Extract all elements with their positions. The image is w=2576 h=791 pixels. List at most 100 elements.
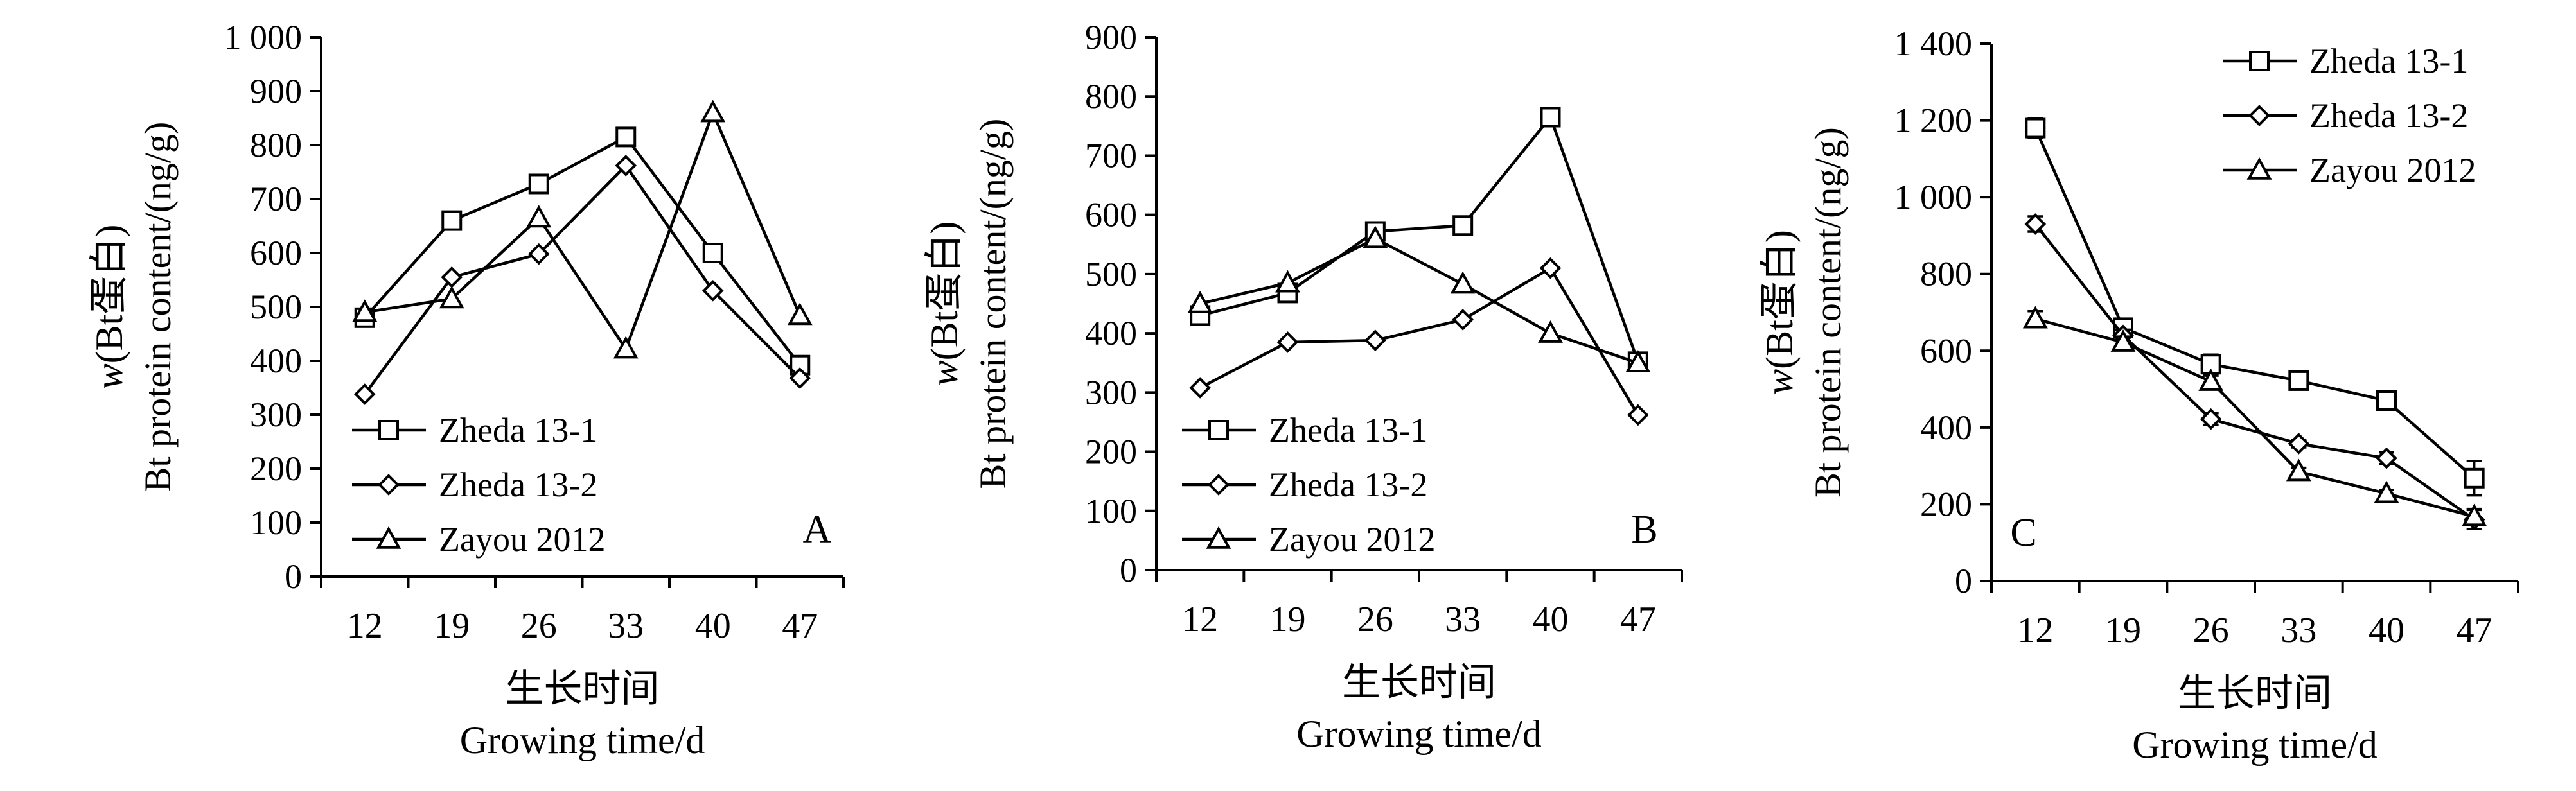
x-tick-label: 19	[434, 606, 470, 646]
series-zheda-13-2	[1189, 257, 1649, 426]
data-point	[1275, 270, 1300, 293]
x-tick-label: 33	[608, 606, 644, 646]
x-tick-label: 40	[695, 606, 731, 646]
data-point	[2376, 447, 2397, 469]
y-tick-label: 100	[1085, 492, 1137, 530]
y-axis-title-en: Bt protein content/(ng/g)	[1807, 127, 1849, 498]
data-point	[527, 243, 550, 265]
legend-label: Zheda 13-2	[1269, 465, 1427, 504]
data-point	[2110, 329, 2136, 352]
x-axis-title-en: Growing time/d	[2132, 724, 2378, 766]
data-point	[1452, 215, 1474, 236]
y-tick-label: 200	[250, 449, 302, 488]
data-point	[441, 210, 463, 231]
x-tick-label: 19	[2105, 611, 2141, 650]
data-point	[2200, 408, 2222, 430]
series-zheda-13-1	[354, 126, 811, 376]
x-tick-label: 12	[1182, 600, 1218, 639]
y-tick-label: 400	[1085, 314, 1137, 352]
y-axis-title-en: Bt protein content/(ng/g)	[972, 119, 1014, 489]
legend-marker	[376, 526, 401, 549]
x-tick-label: 47	[2457, 611, 2492, 650]
x-tick-label: 12	[2017, 611, 2053, 650]
x-tick-label: 33	[1445, 600, 1481, 639]
x-axis-title-cn: 生长时间	[506, 668, 660, 710]
chart-panel-a: 0 100 200 300 400 500 600 700 800 900 1 000 12 19 26 3…	[88, 18, 845, 761]
x-tick-label: 26	[521, 606, 557, 646]
legend-label: Zheda 13-2	[2309, 96, 2468, 135]
x-axis-title-en: Growing time/d	[460, 719, 705, 761]
y-tick-label: 1 000	[224, 18, 303, 56]
chart-panel-c: 0 200 400 600 800 1 000 1 200 1 400 12 19 26 33 40 47…	[1758, 24, 2519, 766]
data-point	[2022, 306, 2048, 329]
y-tick-label: 800	[250, 126, 302, 164]
x-axis-title-cn: 生长时间	[2178, 672, 2332, 715]
y-tick-label: 100	[250, 503, 302, 542]
x-tick-label: 26	[1357, 600, 1393, 639]
y-axis-title-cn: w(Bt蛋白)	[1758, 230, 1801, 395]
data-point	[439, 286, 464, 309]
series-line	[363, 163, 801, 396]
y-axis-title-cn: w(Bt蛋白)	[923, 222, 966, 387]
data-point	[2462, 503, 2487, 526]
data-point	[2198, 368, 2224, 391]
data-point	[1540, 107, 1561, 128]
y-tick-label: 500	[1085, 255, 1137, 293]
data-point	[1627, 404, 1649, 426]
series-line	[1199, 114, 1639, 363]
series-line	[2034, 223, 2475, 521]
legend-label: Zheda 13-1	[2309, 42, 2468, 80]
data-point	[2376, 390, 2397, 412]
x-tick-label: 26	[2193, 611, 2229, 650]
data-point	[1450, 271, 1476, 294]
data-point	[2024, 213, 2047, 235]
legend-marker	[378, 420, 399, 440]
y-tick-label: 900	[250, 72, 302, 110]
x-tick-label: 19	[1270, 600, 1306, 639]
panel-label: A	[803, 508, 832, 552]
y-tick-label: 400	[250, 342, 302, 380]
series-line	[1199, 266, 1639, 416]
legend-marker	[2248, 105, 2270, 126]
y-tick-label: 800	[1920, 255, 1972, 293]
y-tick-label: 300	[1085, 373, 1137, 412]
data-point	[353, 383, 376, 405]
y-tick-label: 200	[1920, 485, 1972, 523]
y-tick-label: 200	[1085, 433, 1137, 471]
legend-marker	[378, 474, 400, 496]
legend: Zheda 13-1 Zheda 13-2 Zayou 2012	[352, 411, 605, 559]
data-point	[1538, 320, 1563, 343]
x-tick-label: 33	[2280, 611, 2316, 650]
panel-label: C	[2010, 511, 2036, 555]
x-axis-title-en: Growing time/d	[1296, 713, 1542, 755]
legend-marker	[2249, 51, 2270, 71]
legend-label: Zayou 2012	[1269, 520, 1435, 559]
legend-label: Zheda 13-2	[439, 465, 597, 504]
data-point	[1276, 331, 1299, 353]
data-point	[701, 279, 724, 302]
data-point	[2288, 433, 2310, 455]
y-tick-label: 600	[250, 234, 302, 272]
series-line	[2034, 317, 2475, 518]
y-tick-label: 1 400	[1894, 24, 1973, 63]
x-tick-label: 40	[2369, 611, 2404, 650]
x-tick-label: 47	[782, 606, 818, 646]
y-tick-label: 800	[1085, 77, 1137, 116]
series-zayou-2012	[2022, 306, 2487, 526]
y-tick-label: 700	[1085, 136, 1137, 175]
y-tick-label: 700	[250, 180, 302, 218]
data-point	[1363, 225, 1388, 248]
data-point	[702, 243, 723, 263]
x-tick-label: 12	[347, 606, 383, 646]
y-tick-label: 1 200	[1894, 101, 1973, 140]
y-tick-label: 600	[1920, 331, 1972, 370]
data-point	[1539, 257, 1562, 279]
legend-label: Zayou 2012	[439, 520, 605, 559]
y-axis-title-en: Bt protein content/(ng/g)	[137, 122, 179, 492]
chart-panel-b: 0 100 200 300 400 500 600 700 800 900 12 19 26 33 40 47…	[923, 18, 1683, 755]
data-point	[2288, 370, 2309, 391]
series-zheda-13-2	[353, 155, 811, 405]
y-tick-label: 0	[1120, 551, 1137, 589]
